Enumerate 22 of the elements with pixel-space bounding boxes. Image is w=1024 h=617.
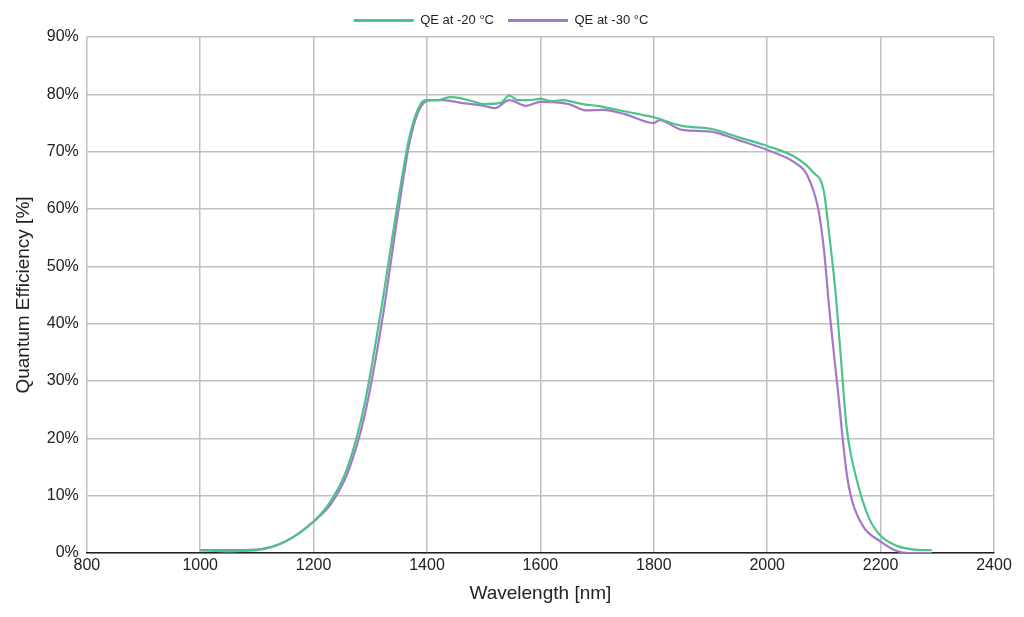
y-tick-label: 10% [46,486,79,504]
y-tick-label: 20% [46,428,79,446]
x-axis-title: Wavelength [nm] [469,581,612,603]
y-tick-label: 90% [46,27,79,45]
legend-label: QE at -30 °C [574,12,649,28]
x-tick-label: 1800 [636,556,672,574]
x-tick-label: 2200 [862,556,899,574]
x-tick-label: 2000 [749,556,786,574]
x-tick-label: 2400 [976,556,1012,574]
x-tick-label: 1400 [409,556,445,574]
x-tick-label: 1200 [295,556,332,574]
x-tick-label: 1600 [522,556,559,574]
legend-label: QE at -20 °C [420,12,495,28]
x-tick-label: 1000 [182,556,219,574]
y-tick-label: 40% [46,314,79,332]
y-tick-label: 60% [46,199,79,217]
y-tick-label: 30% [46,371,79,389]
y-tick-label: 70% [46,142,79,160]
y-tick-label: 80% [46,84,79,102]
x-tick-label: 800 [73,556,101,574]
y-tick-label: 50% [46,256,79,274]
y-axis-title: Quantum Efficiency [%] [11,196,33,394]
